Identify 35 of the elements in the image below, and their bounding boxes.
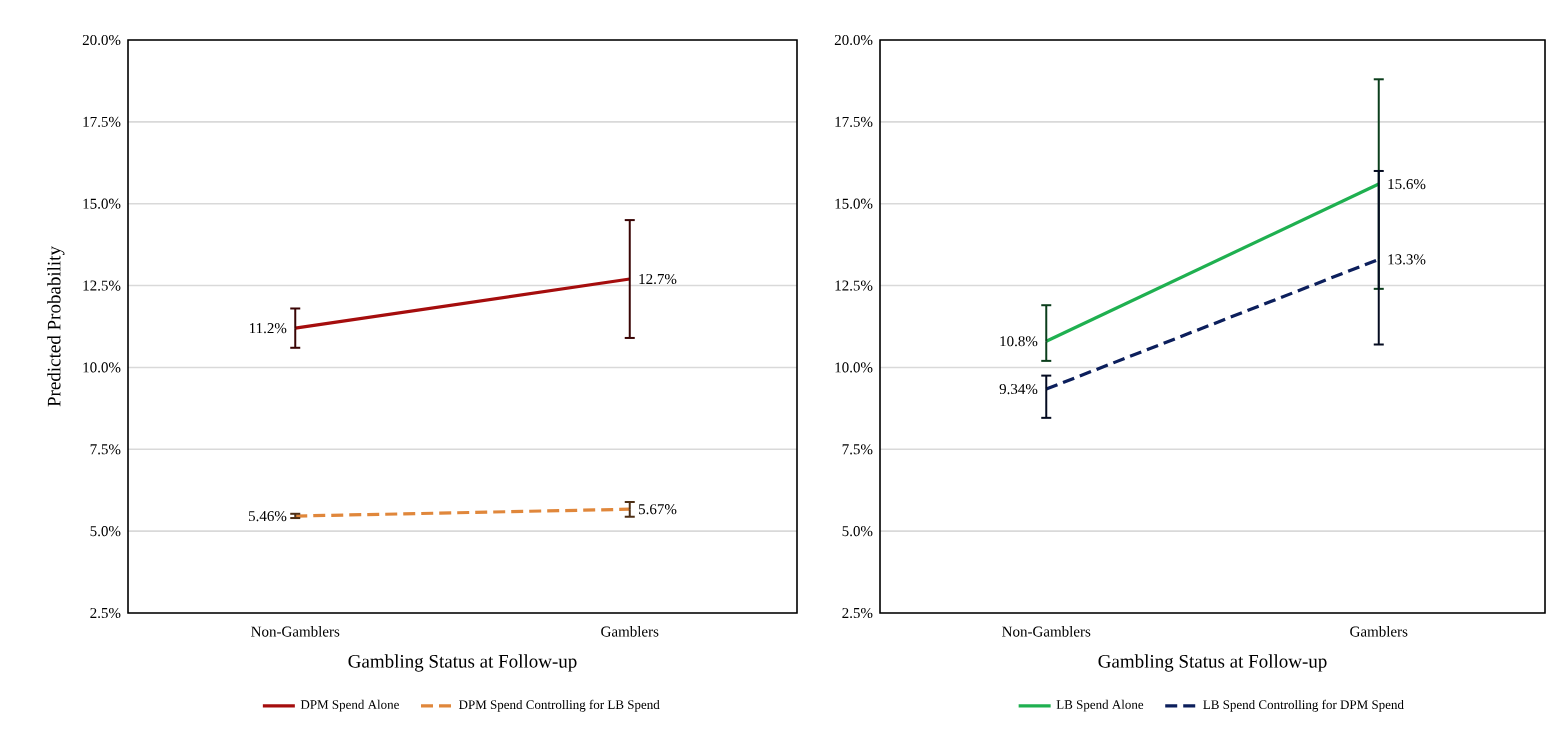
y-tick-label: 10.0% bbox=[835, 362, 873, 373]
y-tick-label: 20.0% bbox=[82, 34, 121, 46]
y-tick-label: 12.5% bbox=[835, 280, 873, 291]
y-tick-label: 20.0% bbox=[834, 34, 873, 46]
x-tick-label: Gamblers bbox=[1350, 626, 1408, 637]
y-axis-title: Predicted Probability bbox=[47, 246, 65, 407]
y-tick-label: 2.5% bbox=[842, 607, 873, 619]
legend-label: DPM Spend Controlling for LB Spend bbox=[458, 699, 660, 712]
y-tick-label: 17.5% bbox=[83, 116, 121, 127]
x-tick-label: Non-Gamblers bbox=[251, 626, 340, 637]
x-tick-label: Gamblers bbox=[601, 626, 659, 637]
x-axis-title: Gambling Status at Follow-up bbox=[1098, 654, 1327, 672]
y-tick-label: 12.5% bbox=[83, 280, 121, 291]
legend-label: LB Spend Alone bbox=[1056, 699, 1144, 712]
legend-label: DPM Spend Alone bbox=[300, 699, 399, 712]
x-tick-label: Non-Gamblers bbox=[1002, 626, 1091, 637]
y-tick-label: 2.5% bbox=[90, 607, 121, 619]
y-tick-label: 15.0% bbox=[835, 198, 873, 209]
data-label: 15.6% bbox=[1388, 178, 1426, 190]
data-label: 5.46% bbox=[248, 510, 287, 522]
y-tick-label: 7.5% bbox=[842, 444, 873, 455]
x-axis-title: Gambling Status at Follow-up bbox=[348, 654, 577, 672]
y-tick-label: 7.5% bbox=[90, 444, 121, 455]
legend-label: LB Spend Controlling for DPM Spend bbox=[1203, 699, 1404, 712]
data-label: 11.2% bbox=[249, 323, 287, 334]
data-label: 12.7% bbox=[639, 273, 677, 285]
data-label: 10.8% bbox=[1000, 336, 1038, 347]
y-tick-label: 5.0% bbox=[842, 526, 873, 537]
y-tick-label: 10.0% bbox=[83, 362, 121, 373]
data-label: 13.3% bbox=[1388, 254, 1426, 265]
data-label: 5.67% bbox=[639, 504, 677, 515]
y-tick-label: 15.0% bbox=[83, 198, 121, 209]
data-label: 9.34% bbox=[999, 383, 1038, 395]
y-tick-label: 17.5% bbox=[835, 116, 873, 127]
y-tick-label: 5.0% bbox=[90, 526, 121, 537]
